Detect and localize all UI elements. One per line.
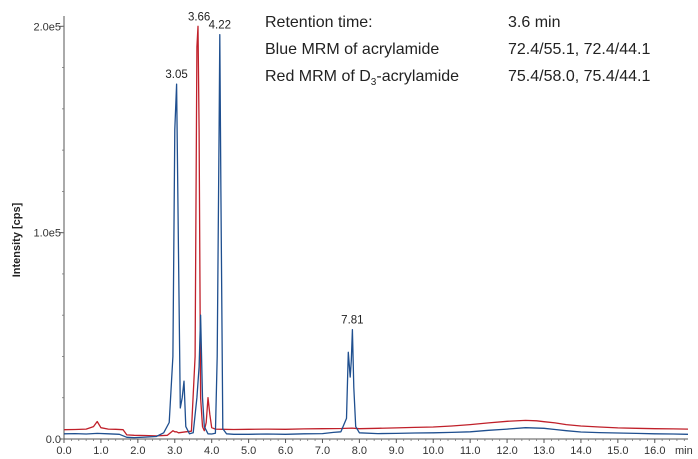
y-tick-label: 2.0e5 bbox=[33, 21, 61, 33]
x-tick-label: 15.0 bbox=[607, 445, 628, 457]
series-line-1 bbox=[63, 25, 689, 437]
x-tick-label: 6.0 bbox=[278, 445, 293, 457]
x-tick-label: 3.0 bbox=[167, 445, 182, 457]
y-tick-label: 0.0 bbox=[46, 434, 61, 446]
x-tick-label: 12.0 bbox=[496, 445, 517, 457]
x-tick-label: 8.0 bbox=[352, 445, 367, 457]
x-tick-label: 0.0 bbox=[56, 445, 71, 457]
peak-labels: 3.05 3.664.22 7.81 bbox=[165, 11, 363, 326]
x-tick-label: 5.0 bbox=[241, 445, 256, 457]
annotation-row3-label-sub: 3 bbox=[371, 77, 377, 88]
peak-label: 7.81 bbox=[341, 315, 363, 327]
peak-label: 3.05 bbox=[165, 69, 187, 81]
annotation-row2-value: 72.4/55.1, 72.4/44.1 bbox=[508, 41, 650, 58]
annotation-row2-label: Blue MRM of acrylamide bbox=[265, 41, 439, 58]
x-axis-label: min bbox=[675, 445, 693, 457]
annotation-row3-label: Red MRM of D3-acrylamide bbox=[265, 68, 459, 88]
peak-label: 4.22 bbox=[209, 20, 231, 32]
annotation-row1-label: Retention time: bbox=[265, 14, 373, 31]
annotation-row3-value: 75.4/58.0, 75.4/44.1 bbox=[508, 68, 650, 85]
y-axis-label: Intensity [cps] bbox=[11, 202, 23, 277]
series-line-0 bbox=[63, 33, 689, 439]
x-tick-label: 9.0 bbox=[389, 445, 404, 457]
annotation-row3-label-post: -acrylamide bbox=[376, 68, 459, 85]
x-tick-label: 11.0 bbox=[460, 445, 481, 457]
x-tick-label: 1.0 bbox=[93, 445, 108, 457]
x-tick-label: 2.0 bbox=[130, 445, 145, 457]
series-layer bbox=[63, 25, 689, 439]
annotation-block: Retention time: 3.6 min Blue MRM of acry… bbox=[265, 14, 650, 88]
axes: 0.0 1.0 2.0 3.0 4.0 5.0 6.0 7.0 8.0 9.0 10.0 11.0 12… bbox=[33, 16, 693, 457]
y-tick-label: 1.0e5 bbox=[33, 228, 61, 240]
x-tick-label: 7.0 bbox=[315, 445, 330, 457]
x-tick-label: 10.0 bbox=[423, 445, 444, 457]
x-tick-label: 14.0 bbox=[570, 445, 591, 457]
annotation-row1-value: 3.6 min bbox=[508, 14, 560, 31]
x-tick-label: 4.0 bbox=[204, 445, 219, 457]
x-tick-label: 13.0 bbox=[533, 445, 554, 457]
x-tick-label: 16.0 bbox=[644, 445, 665, 457]
peak-label: 3.66 bbox=[188, 11, 210, 23]
annotation-row3-label-pre: Red MRM of D bbox=[265, 68, 371, 85]
